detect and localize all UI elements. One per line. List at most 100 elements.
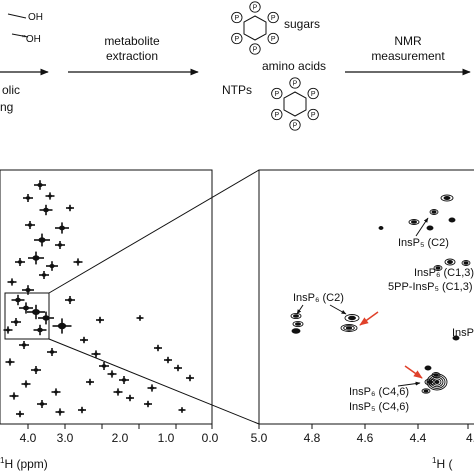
spectrum-peak	[119, 376, 129, 384]
spectrum-peak	[99, 362, 109, 370]
spectrum-peak	[147, 384, 157, 392]
spectrum-peak	[7, 278, 17, 286]
phosphate-icon: P	[231, 32, 243, 45]
phosphate-icon: P	[267, 11, 279, 24]
spectrum-peak	[21, 380, 31, 388]
svg-text:P: P	[253, 47, 258, 54]
label-sugars: sugars	[284, 17, 320, 31]
pointer-insp6-c2-b	[296, 304, 304, 315]
label-amino-acids: amino acids	[262, 59, 326, 73]
spectrum-peak	[55, 408, 65, 416]
phosphate-icon: P	[271, 108, 283, 121]
spectrum-peak	[16, 410, 24, 418]
spectrum-peak	[15, 258, 25, 266]
phosphate-icon: P	[307, 87, 319, 100]
spectrum-peak	[19, 302, 33, 314]
spectrum-peak	[38, 311, 54, 325]
svg-text:P: P	[274, 91, 279, 98]
red-arrow-1	[359, 311, 379, 326]
right-tick-4.8: 4.8	[304, 431, 321, 445]
spectrum-peak	[65, 296, 75, 304]
left-spectrum-peaks	[3, 180, 194, 418]
inositol-structure-partial: OH ''OH	[7, 12, 43, 45]
left-spectrum-frame	[0, 169, 213, 425]
spectrum-peak	[51, 388, 61, 396]
pointer-insp6-c2	[329, 304, 347, 315]
spectrum-contour-peak	[344, 314, 360, 322]
right-tick-4: 4.	[466, 431, 474, 445]
spectrum-peak	[186, 374, 194, 382]
label-ntps: NTPs	[222, 83, 252, 97]
spectrum-peak	[178, 407, 186, 413]
spectrum-peak	[11, 318, 21, 326]
spectrum-peak	[144, 400, 152, 408]
oh-label-bottom: ''OH	[22, 34, 41, 45]
spectrum-peak	[34, 180, 46, 190]
spectrum-contour-peak	[461, 260, 471, 266]
right-spectrum-peaks	[290, 194, 471, 394]
spectrum-peak	[52, 318, 72, 334]
spectrum-peak	[19, 341, 29, 349]
phosphoinositol-top: P P P P P P	[231, 1, 279, 55]
spectrum-contour-peak	[444, 258, 456, 266]
svg-text:P: P	[293, 81, 298, 88]
left-tick-1.0: 1.0	[158, 431, 175, 445]
spectrum-peak	[55, 241, 65, 249]
spectrum-peak	[5, 358, 15, 366]
spectrum-peak	[31, 366, 41, 374]
spectrum-contour-peak	[424, 365, 432, 371]
spectrum-contour-peak	[290, 312, 302, 320]
spectrum-peak	[91, 350, 101, 358]
label-5pp-insp5-c13: 5PP-InsP₅ (C1,3)	[388, 281, 473, 293]
right-spectrum-panel: InsP₅ (C2) InsP₆ (C1,3) 5PP-InsP₅ (C1,3)…	[251, 169, 474, 471]
spectrum-peak	[39, 271, 49, 279]
step-extraction-line2: extraction	[106, 49, 158, 63]
spectrum-contour-peak	[408, 219, 420, 225]
spectrum-peak	[33, 324, 47, 336]
spectrum-contour-peak	[378, 226, 384, 230]
pointer-insp5-c2	[415, 217, 429, 237]
spectrum-peak	[11, 294, 25, 306]
spectrum-contour-peak	[433, 265, 443, 271]
spectrum-peak	[47, 348, 57, 356]
spectrum-contour-peak	[421, 388, 431, 394]
phosphate-icon: P	[271, 87, 283, 100]
svg-text:P: P	[234, 15, 239, 22]
workflow-row: OH ''OH olic ng metabolite extraction PP…	[0, 1, 471, 131]
oh-label-top: OH	[28, 12, 43, 23]
spectrum-peak	[37, 400, 47, 408]
spectrum-peak	[46, 261, 58, 271]
spectrum-contour-peak	[448, 217, 456, 223]
red-arrow-2	[404, 365, 423, 379]
left-tick-2.0: 2.0	[112, 431, 129, 445]
spectrum-peak	[113, 388, 123, 396]
phosphate-icon: P	[307, 108, 319, 121]
spectrum-contour-peak	[340, 324, 358, 332]
step-nmr-line2: measurement	[371, 49, 445, 63]
left-spectrum-panel: 4.0 3.0 2.0 1.0 0.0 1H (ppm)	[0, 169, 219, 471]
labeling-text-line2: ng	[0, 100, 13, 114]
spectrum-contour-peak	[426, 225, 434, 231]
spectrum-peak	[66, 204, 74, 212]
spectrum-contour-peak	[291, 328, 301, 334]
phosphate-icon: P	[249, 1, 261, 13]
spectrum-contour-peak	[452, 335, 460, 341]
spectrum-peak	[78, 406, 86, 414]
left-tick-0.0: 0.0	[202, 431, 219, 445]
step-extraction-line1: metabolite	[104, 34, 160, 48]
svg-text:P: P	[271, 15, 276, 22]
left-x-axis-label: 1H (ppm)	[0, 456, 48, 471]
step-nmr-line1: NMR	[394, 34, 422, 48]
phosphoinositol-bottom: P P P P P P	[271, 77, 319, 131]
phosphate-icon: P	[267, 32, 279, 45]
spectrum-peak	[55, 222, 69, 234]
label-insp6-c13: InsP₆ (C1,3)	[414, 267, 474, 279]
label-insp6-c2: InsP₆ (C2)	[293, 292, 344, 304]
zoom-line-top	[48, 169, 260, 294]
spectrum-peak	[80, 336, 88, 344]
spectrum-peak	[96, 316, 104, 324]
spectrum-peak	[34, 233, 50, 247]
right-tick-4.6: 4.6	[357, 431, 374, 445]
phosphate-icon: P	[289, 119, 301, 131]
